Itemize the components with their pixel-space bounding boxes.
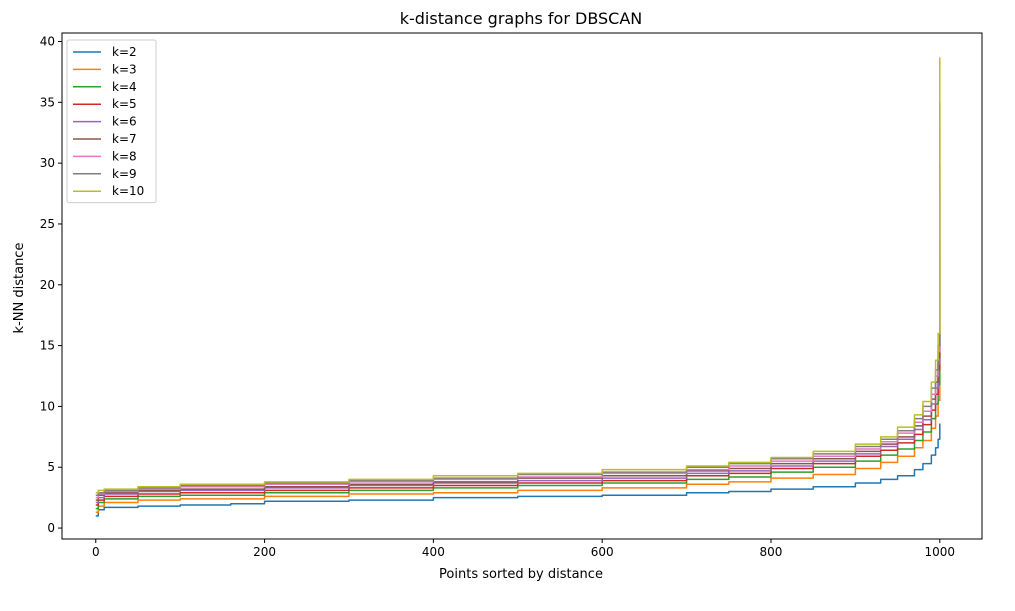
y-tick-label: 30 — [40, 156, 55, 170]
x-tick-label: 600 — [591, 545, 614, 559]
legend-label: k=7 — [112, 132, 137, 146]
y-tick-label: 35 — [40, 95, 55, 109]
x-tick-label: 0 — [92, 545, 100, 559]
legend-label: k=6 — [112, 115, 137, 129]
x-axis-label: Points sorted by distance — [439, 567, 603, 582]
y-tick-label: 25 — [40, 217, 55, 231]
plot-frame — [61, 32, 983, 540]
x-tick-label: 400 — [422, 545, 445, 559]
x-axis: 0 200 400 600 800 1000 — [92, 539, 955, 559]
legend-label: k=4 — [112, 80, 137, 94]
y-axis: 0 5 10 15 20 25 30 35 40 — [40, 35, 62, 535]
x-tick-label: 200 — [253, 545, 276, 559]
x-tick-label: 800 — [760, 545, 783, 559]
series-line-k=8 — [95, 126, 941, 499]
chart-title: k-distance graphs for DBSCAN — [400, 9, 643, 28]
x-tick-label: 1000 — [925, 545, 956, 559]
y-tick-label: 5 — [47, 460, 55, 474]
y-tick-label: 40 — [40, 35, 55, 49]
legend-label: k=8 — [112, 149, 137, 163]
series-line-k=2 — [95, 423, 941, 517]
y-tick-label: 15 — [40, 339, 55, 353]
series-line-k=7 — [95, 163, 941, 501]
legend-box — [66, 39, 157, 204]
y-tick-label: 20 — [40, 278, 55, 292]
series-line-k=10 — [95, 57, 941, 494]
series-line-k=3 — [95, 321, 941, 513]
y-tick-label: 0 — [47, 521, 55, 535]
legend-label: k=9 — [112, 167, 137, 181]
legend-label: k=2 — [112, 45, 137, 59]
y-tick-label: 10 — [40, 399, 55, 413]
legend-label: k=3 — [112, 62, 137, 76]
series-line-k=9 — [95, 102, 941, 496]
legend-label: k=5 — [112, 97, 137, 111]
legend-label: k=10 — [112, 184, 144, 198]
y-axis-label: k-NN distance — [12, 243, 27, 334]
series-line-k=4 — [95, 254, 941, 510]
legend: k=2 k=3 k=4 k=5 k=6 k=7 k=8 k=9 k=10 — [66, 39, 157, 204]
plot-lines — [95, 57, 941, 517]
